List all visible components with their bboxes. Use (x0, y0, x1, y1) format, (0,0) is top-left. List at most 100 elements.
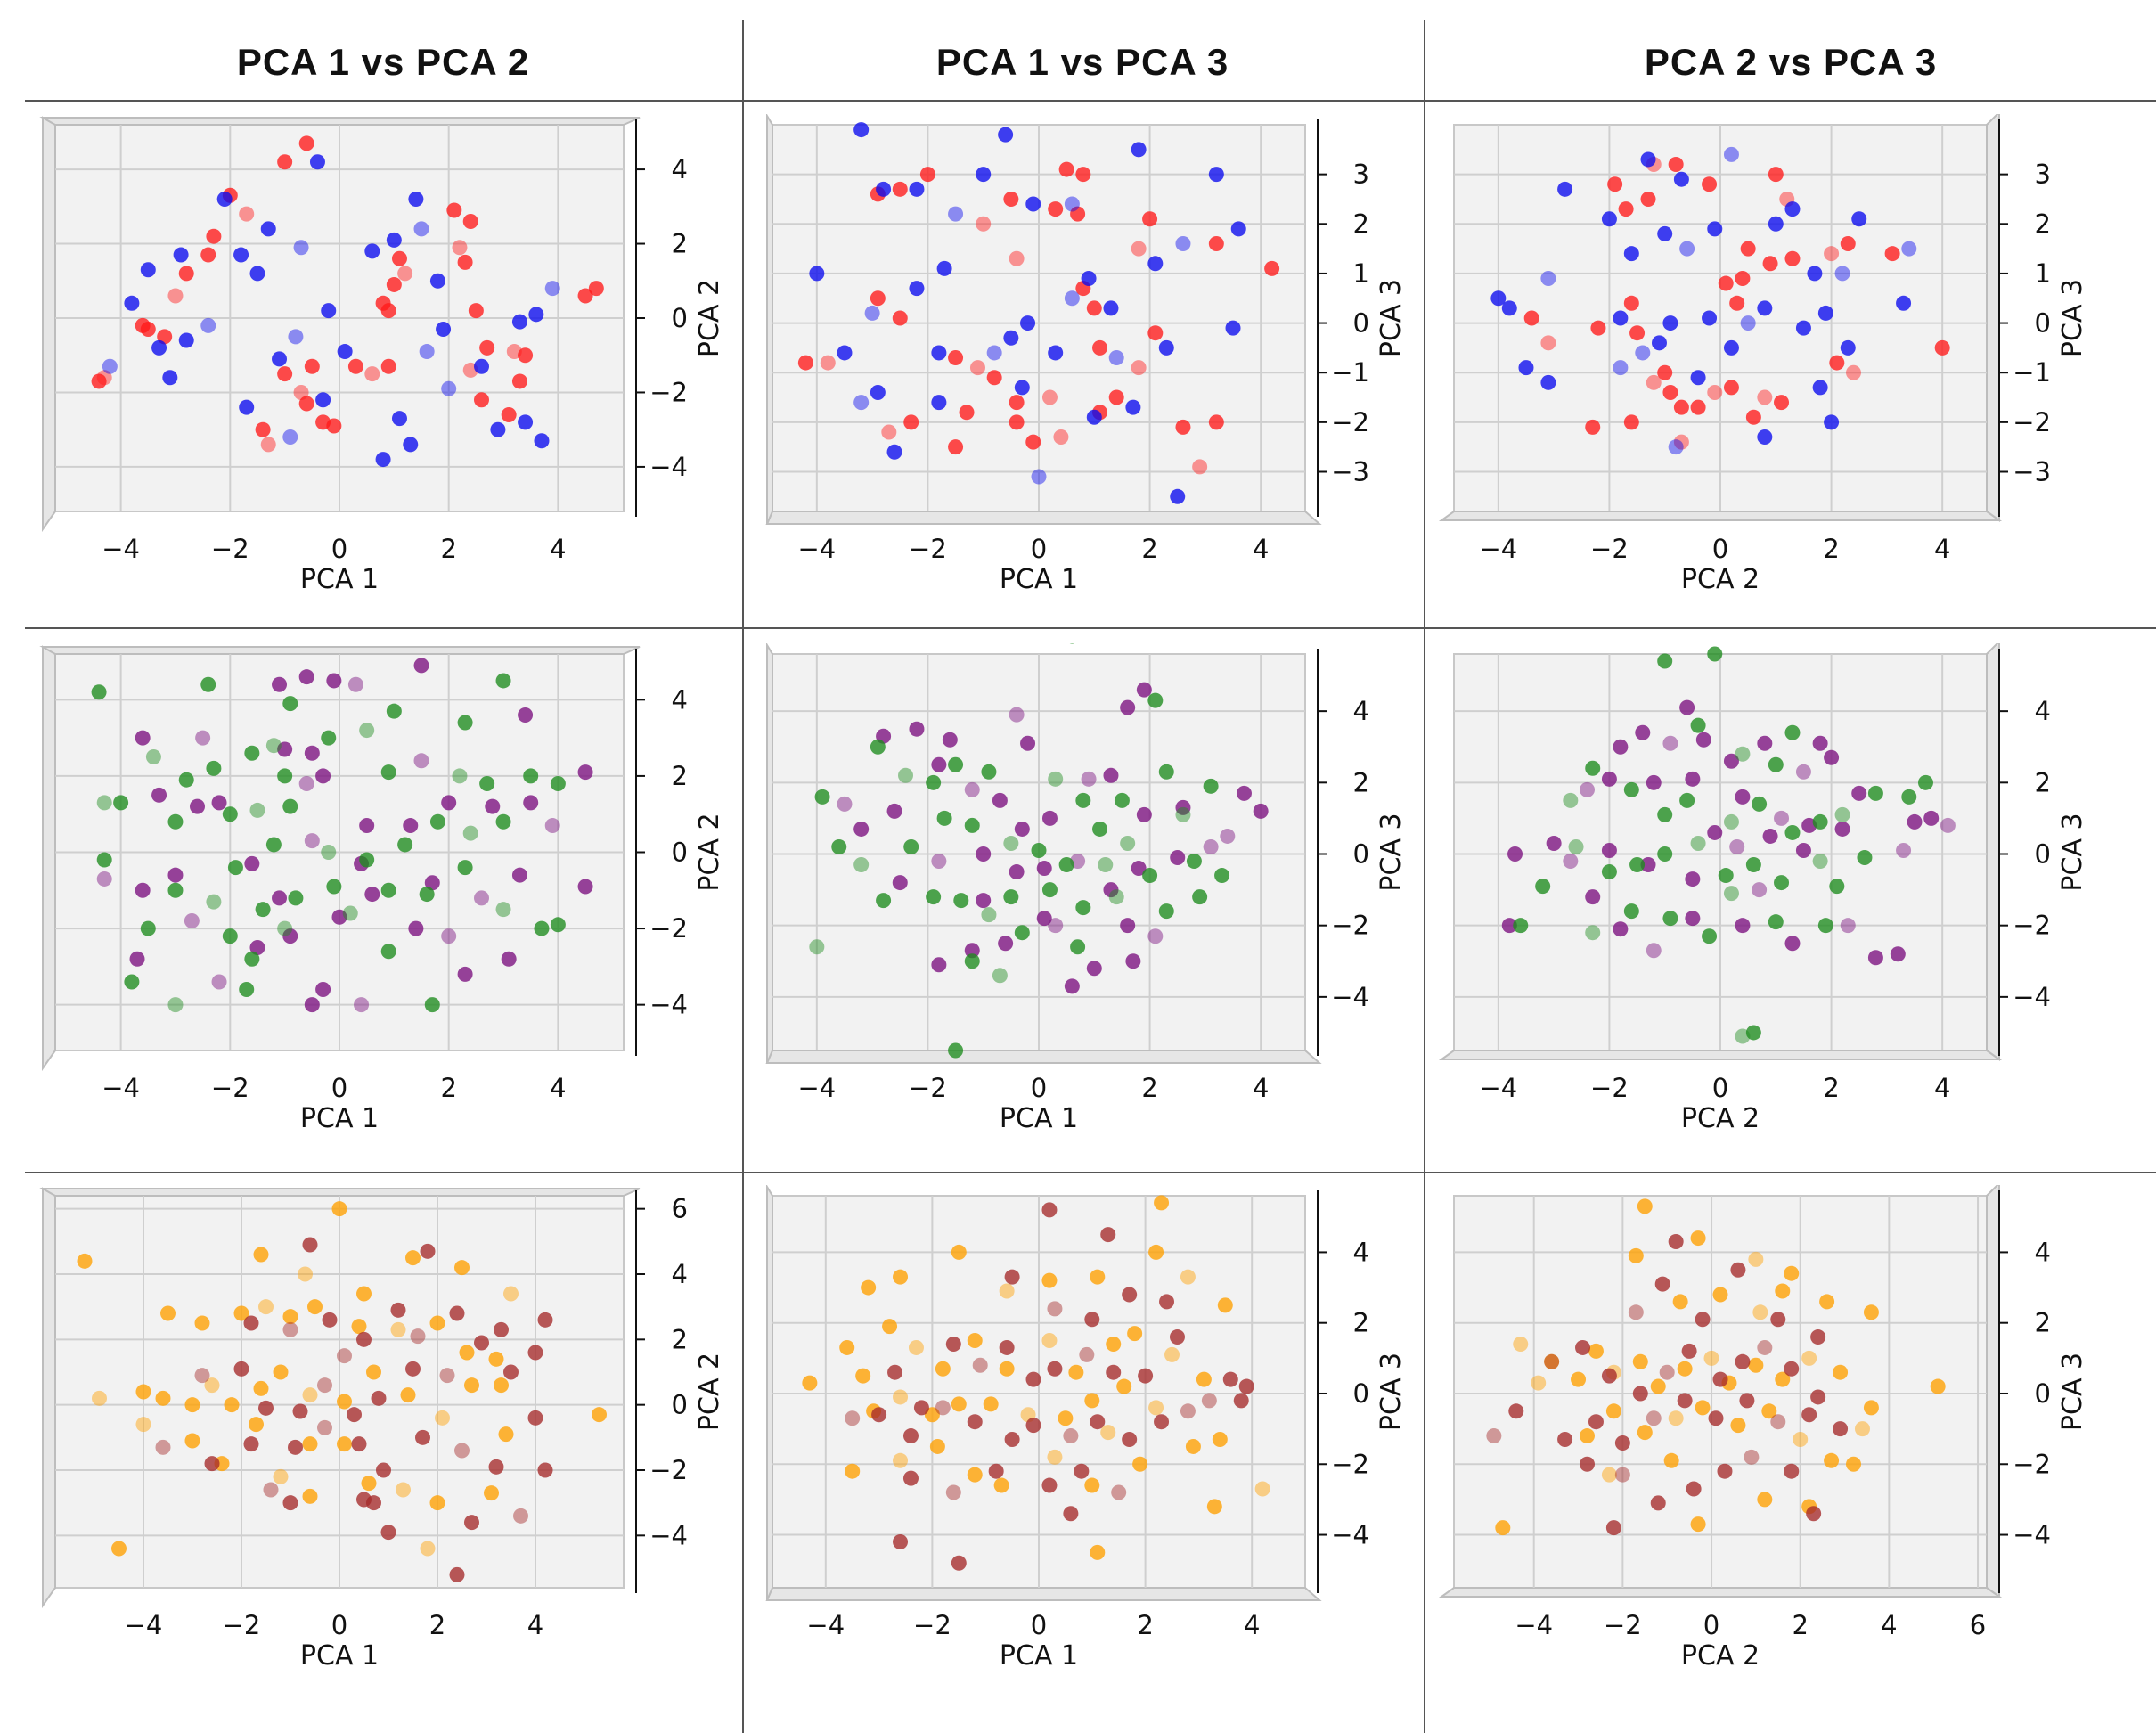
data-point (1103, 300, 1119, 316)
data-point (1650, 1378, 1666, 1394)
y-tick-label: −4 (649, 990, 688, 1020)
data-point (277, 920, 293, 936)
data-point (511, 314, 527, 330)
data-point (1580, 1456, 1595, 1472)
data-point (1663, 1452, 1679, 1468)
data-point (1148, 1400, 1164, 1416)
data-point (413, 753, 429, 769)
data-point (347, 358, 363, 374)
data-point (1901, 789, 1917, 805)
data-point (1220, 828, 1236, 844)
data-point (1923, 810, 1940, 826)
data-point (1009, 250, 1025, 266)
y-tick-label: 1 (1353, 258, 1369, 289)
data-point (413, 221, 429, 237)
data-point (1203, 778, 1219, 794)
data-point (550, 917, 566, 933)
data-point (1158, 339, 1174, 356)
data-point (302, 1436, 318, 1452)
data-point (239, 399, 255, 415)
data-point (1635, 724, 1651, 740)
data-point (948, 1042, 964, 1059)
data-point (1735, 1353, 1751, 1369)
y-tick-label: −1 (2013, 357, 2051, 388)
data-point (462, 214, 478, 229)
data-point (371, 1390, 387, 1406)
y-tick-label: −3 (2013, 456, 2051, 486)
data-point (457, 254, 473, 270)
data-point (265, 837, 282, 853)
data-point (113, 795, 129, 811)
data-point (1116, 1378, 1132, 1394)
data-point (309, 154, 325, 170)
data-point (1535, 879, 1551, 895)
data-point (1208, 167, 1224, 183)
y-tick-label: −4 (1331, 1520, 1369, 1550)
data-point (1236, 785, 1252, 801)
data-point (1607, 176, 1623, 192)
data-point (1601, 771, 1617, 787)
data-point (523, 795, 539, 811)
data-point (919, 167, 935, 183)
data-point (390, 1302, 406, 1318)
data-point (1025, 1418, 1041, 1434)
data-point (1829, 355, 1845, 371)
x-axis-label: PCA 1 (1000, 1640, 1078, 1672)
y-tick-label: 4 (672, 1259, 688, 1289)
data-point (942, 732, 958, 748)
data-point (206, 760, 222, 776)
data-point (1201, 1393, 1217, 1409)
data-point (1568, 838, 1584, 854)
data-point (1890, 946, 1906, 962)
data-point (366, 1495, 381, 1511)
data-point (1829, 879, 1845, 895)
data-point (1651, 335, 1667, 351)
data-point (415, 1429, 430, 1445)
data-point (1623, 903, 1639, 920)
data-point (945, 1336, 961, 1352)
data-point (501, 951, 517, 967)
scatter-svg: 4 2 0 −2 −4 −4 −2 0 2 4 6 PCA 2 PCA 3 (1438, 1185, 2088, 1672)
data-point (853, 122, 870, 138)
y-axis-label: PCA 3 (2057, 279, 2088, 357)
data-point (1708, 1410, 1724, 1426)
data-point (1662, 315, 1678, 331)
data-point (1203, 838, 1219, 854)
data-point (1233, 1393, 1249, 1409)
data-point (1138, 1368, 1154, 1384)
plot-side-wall (766, 643, 773, 1064)
data-point (1158, 764, 1174, 780)
data-point (892, 310, 908, 326)
data-point (347, 1407, 362, 1423)
data-point (870, 384, 886, 400)
data-point (898, 767, 913, 783)
data-point (321, 730, 337, 746)
data-point (239, 206, 255, 222)
data-point (1222, 1371, 1238, 1387)
data-point (315, 768, 331, 784)
data-point (282, 1495, 298, 1511)
data-point (1629, 325, 1646, 341)
data-point (233, 1305, 249, 1321)
row-divider (25, 100, 2156, 102)
data-point (1673, 434, 1689, 450)
data-point (1702, 310, 1718, 326)
data-point (964, 817, 980, 833)
scatter-panel-0: 4 2 0 −2 −4 −4 −2 0 2 4 PCA 1 PCA 2 (36, 114, 731, 625)
data-point (419, 887, 435, 903)
data-point (420, 1243, 436, 1259)
data-point (273, 1364, 289, 1380)
data-point (1735, 1028, 1751, 1044)
y-tick-label: 2 (672, 1324, 688, 1354)
scatter-svg: 4 2 0 −2 −4 −4 −2 0 2 4 PCA 1 PCA 3 (765, 1185, 1407, 1672)
data-point (200, 317, 216, 333)
data-point (386, 232, 402, 248)
data-point (1192, 889, 1208, 905)
data-point (243, 1436, 259, 1452)
data-point (837, 796, 853, 812)
x-tick-label: −4 (797, 534, 836, 564)
data-point (1623, 781, 1639, 797)
data-point (1640, 857, 1656, 873)
x-axis-label: PCA 1 (300, 564, 379, 595)
data-point (249, 939, 265, 955)
